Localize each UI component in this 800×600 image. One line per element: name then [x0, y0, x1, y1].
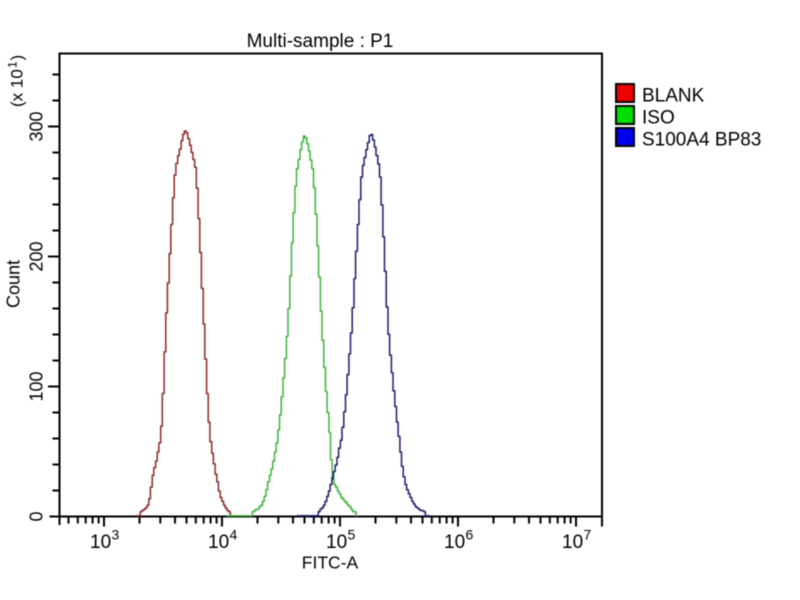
svg-text:): )	[8, 55, 27, 61]
svg-text:5: 5	[348, 527, 356, 543]
svg-text:10: 10	[90, 532, 111, 553]
svg-text:Count: Count	[4, 260, 24, 308]
svg-text:BLANK: BLANK	[642, 86, 705, 107]
svg-text:ISO: ISO	[642, 108, 675, 129]
svg-text:7: 7	[584, 527, 592, 543]
svg-text:100: 100	[27, 371, 47, 401]
svg-text:6: 6	[466, 527, 474, 543]
svg-text:3: 3	[112, 527, 120, 543]
svg-text:S100A4 BP83: S100A4 BP83	[642, 130, 761, 151]
svg-text:10: 10	[562, 532, 583, 553]
svg-text:1: 1	[6, 61, 20, 68]
svg-text:200: 200	[27, 241, 47, 271]
svg-text:300: 300	[27, 111, 47, 141]
svg-text:10: 10	[444, 532, 465, 553]
svg-text:0: 0	[27, 511, 47, 521]
svg-text:10: 10	[326, 532, 347, 553]
svg-text:FITC-A: FITC-A	[302, 553, 359, 573]
svg-text:10: 10	[208, 532, 229, 553]
svg-text:4: 4	[230, 527, 238, 543]
svg-text:(x 10: (x 10	[8, 69, 27, 107]
svg-text:Multi-sample : P1: Multi-sample : P1	[247, 31, 394, 52]
